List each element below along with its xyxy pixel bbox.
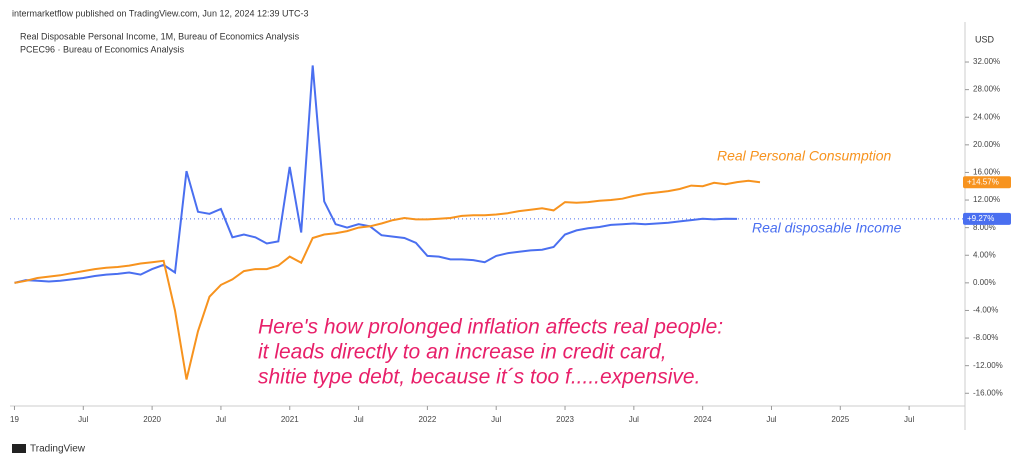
- x-tick-label: 2021: [281, 415, 299, 424]
- y-tick-label: 4.00%: [973, 250, 996, 259]
- y-tick-label: 32.00%: [973, 57, 1000, 66]
- y-tick-label: 28.00%: [973, 85, 1000, 94]
- y-tick-label: 20.00%: [973, 140, 1000, 149]
- x-tick-label: Jul: [766, 415, 776, 424]
- x-tick-label: Jul: [629, 415, 639, 424]
- y-tick-label: 8.00%: [973, 223, 996, 232]
- legend-entry: PCEC96 · Bureau of Economics Analysis: [20, 44, 185, 54]
- x-tick-label: Jul: [904, 415, 914, 424]
- x-tick-label: 2022: [418, 415, 436, 424]
- comment-line: it leads directly to an increase in cred…: [258, 341, 667, 364]
- price-label-box: [963, 176, 1011, 189]
- legend-entry: Real Disposable Personal Income, 1M, Bur…: [20, 31, 300, 41]
- x-tick-label: 19: [10, 415, 19, 424]
- footer: TradingView: [30, 444, 86, 455]
- x-tick-label: 2025: [831, 415, 849, 424]
- y-tick-label: -4.00%: [973, 306, 998, 315]
- y-tick-label: 16.00%: [973, 168, 1000, 177]
- x-tick-label: 2023: [556, 415, 574, 424]
- annotation: Real Personal Consumption: [717, 148, 892, 164]
- line: [14, 179, 761, 380]
- line: [14, 65, 738, 284]
- x-tick-label: Jul: [353, 415, 363, 424]
- price-label: +14.57%: [967, 177, 999, 186]
- y-tick-label: 24.00%: [973, 112, 1000, 121]
- price-label: +9.27%: [967, 214, 994, 223]
- y-tick-label: -16.00%: [973, 388, 1003, 397]
- y-tick-label: 0.00%: [973, 278, 996, 287]
- logo: [12, 444, 26, 453]
- annotation: Real disposable Income: [752, 220, 902, 236]
- x-tick-label: Jul: [491, 415, 501, 424]
- comment-line: shitie type debt, because it´s too f....…: [258, 366, 700, 389]
- x-tick-label: 2024: [694, 415, 712, 424]
- y-tick-label: 12.00%: [973, 195, 1000, 204]
- price-label-box: [963, 212, 1011, 225]
- y-tick-label: -12.00%: [973, 361, 1003, 370]
- comment-line: Here's how prolonged inflation affects r…: [258, 316, 723, 339]
- y-tick-label: -8.00%: [973, 333, 998, 342]
- header: intermarketflow published on TradingView…: [12, 8, 309, 18]
- currency: USD: [975, 34, 995, 44]
- x-tick-label: 2020: [143, 415, 161, 424]
- x-tick-label: Jul: [216, 415, 226, 424]
- x-tick-label: Jul: [78, 415, 88, 424]
